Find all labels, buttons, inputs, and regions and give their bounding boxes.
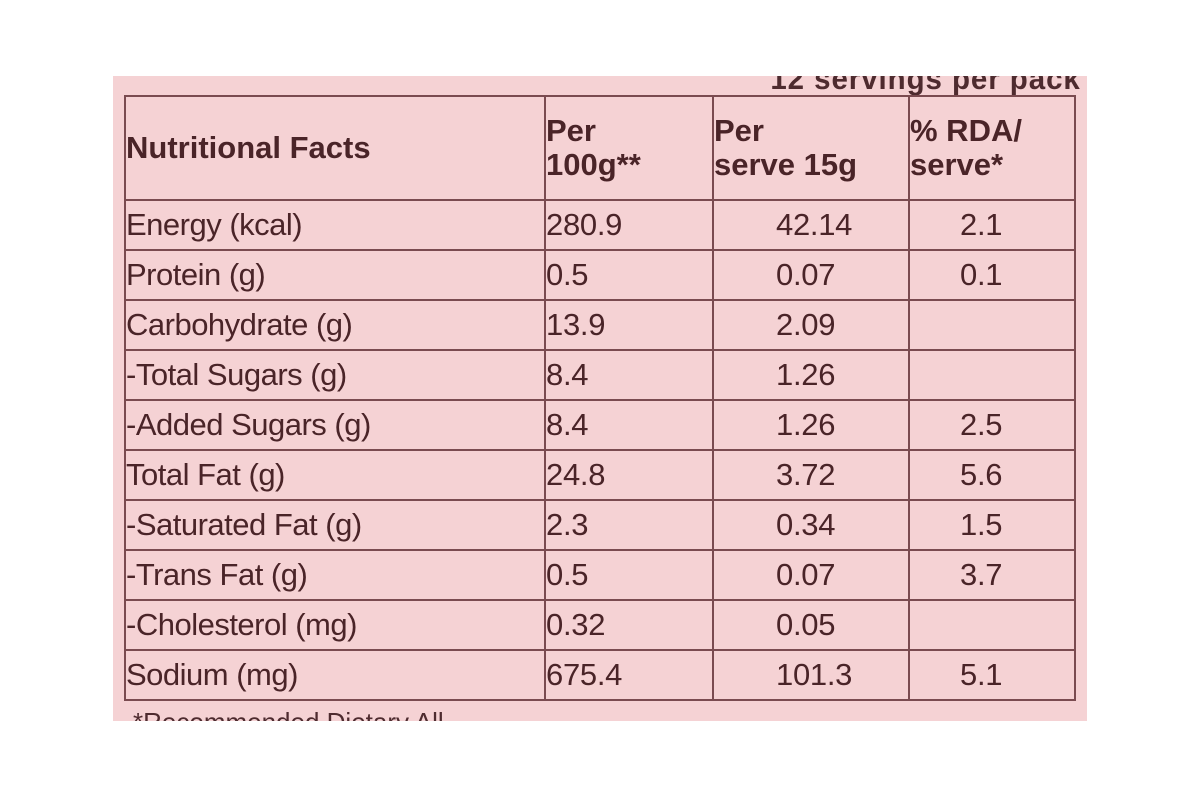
table-body: Energy (kcal) 280.9 42.14 2.1 Protein (g) 0.5…	[124, 199, 1076, 701]
per-serve-value-cell: 2.09	[712, 299, 910, 351]
column-header-per-serve: Per serve 15g	[712, 95, 910, 201]
rda-value-cell: 0.1	[908, 249, 1076, 301]
per-100g-value-cell: 0.5	[544, 549, 714, 601]
table-row: -Total Sugars (g) 8.4 1.26	[124, 349, 1076, 401]
per-serve-value-cell: 3.72	[712, 449, 910, 501]
nutrient-name-cell: Total Fat (g)	[124, 449, 546, 501]
per-100g-value-cell: 8.4	[544, 349, 714, 401]
rda-value-cell	[908, 599, 1076, 651]
per-serve-value-cell: 1.26	[712, 349, 910, 401]
table-row: -Added Sugars (g) 8.4 1.26 2.5	[124, 399, 1076, 451]
nutrient-name-cell: -Trans Fat (g)	[124, 549, 546, 601]
table-row: Sodium (mg) 675.4 101.3 5.1	[124, 649, 1076, 701]
nutrient-name-cell: -Cholesterol (mg)	[124, 599, 546, 651]
nutrient-name-cell: Protein (g)	[124, 249, 546, 301]
rda-value-cell: 2.5	[908, 399, 1076, 451]
per-serve-value-cell: 1.26	[712, 399, 910, 451]
nutrient-name-cell: Energy (kcal)	[124, 199, 546, 251]
column-header-line: % RDA/	[910, 113, 1022, 148]
nutrition-facts-table: Nutritional Facts Per 100g** Per serve 1…	[124, 95, 1076, 701]
table-row: Protein (g) 0.5 0.07 0.1	[124, 249, 1076, 301]
per-100g-value-cell: 675.4	[544, 649, 714, 701]
rda-value-cell: 1.5	[908, 499, 1076, 551]
per-100g-value-cell: 0.5	[544, 249, 714, 301]
nutrient-name-cell: -Total Sugars (g)	[124, 349, 546, 401]
per-serve-value-cell: 0.07	[712, 249, 910, 301]
rda-value-cell	[908, 299, 1076, 351]
column-header-line: Per	[714, 113, 764, 148]
table-row: -Saturated Fat (g) 2.3 0.34 1.5	[124, 499, 1076, 551]
nutrient-name-cell: -Saturated Fat (g)	[124, 499, 546, 551]
table-row: -Trans Fat (g) 0.5 0.07 3.7	[124, 549, 1076, 601]
per-serve-value-cell: 0.05	[712, 599, 910, 651]
table-title: Nutritional Facts	[124, 95, 546, 201]
rda-value-cell: 5.1	[908, 649, 1076, 701]
table-header-row: Nutritional Facts Per 100g** Per serve 1…	[124, 95, 1076, 201]
rda-value-cell	[908, 349, 1076, 401]
per-100g-value-cell: 280.9	[544, 199, 714, 251]
per-serve-value-cell: 0.07	[712, 549, 910, 601]
per-100g-value-cell: 8.4	[544, 399, 714, 451]
column-header-rda: % RDA/ serve*	[908, 95, 1076, 201]
rda-value-cell: 2.1	[908, 199, 1076, 251]
per-serve-value-cell: 101.3	[712, 649, 910, 701]
table-row: Energy (kcal) 280.9 42.14 2.1	[124, 199, 1076, 251]
footnote-text: *Recommended Dietary All	[133, 707, 444, 721]
per-serve-value-cell: 42.14	[712, 199, 910, 251]
table-row: Carbohydrate (g) 13.9 2.09	[124, 299, 1076, 351]
per-100g-value-cell: 13.9	[544, 299, 714, 351]
per-serve-value-cell: 0.34	[712, 499, 910, 551]
column-header-line: Per	[546, 113, 596, 148]
servings-per-pack-text: 12 servings per pack	[770, 76, 1081, 96]
nutrient-name-cell: Sodium (mg)	[124, 649, 546, 701]
nutrition-label-panel: 12 servings per pack Nutritional Facts P…	[113, 76, 1087, 721]
column-header-line: 100g**	[546, 147, 641, 182]
nutrient-name-cell: Carbohydrate (g)	[124, 299, 546, 351]
column-header-line: serve*	[910, 147, 1004, 182]
rda-value-cell: 5.6	[908, 449, 1076, 501]
per-100g-value-cell: 0.32	[544, 599, 714, 651]
column-header-per-100g: Per 100g**	[544, 95, 714, 201]
column-header-line: serve 15g	[714, 147, 858, 182]
per-100g-value-cell: 24.8	[544, 449, 714, 501]
table-row: Total Fat (g) 24.8 3.72 5.6	[124, 449, 1076, 501]
table-row: -Cholesterol (mg) 0.32 0.05	[124, 599, 1076, 651]
rda-value-cell: 3.7	[908, 549, 1076, 601]
nutrient-name-cell: -Added Sugars (g)	[124, 399, 546, 451]
per-100g-value-cell: 2.3	[544, 499, 714, 551]
